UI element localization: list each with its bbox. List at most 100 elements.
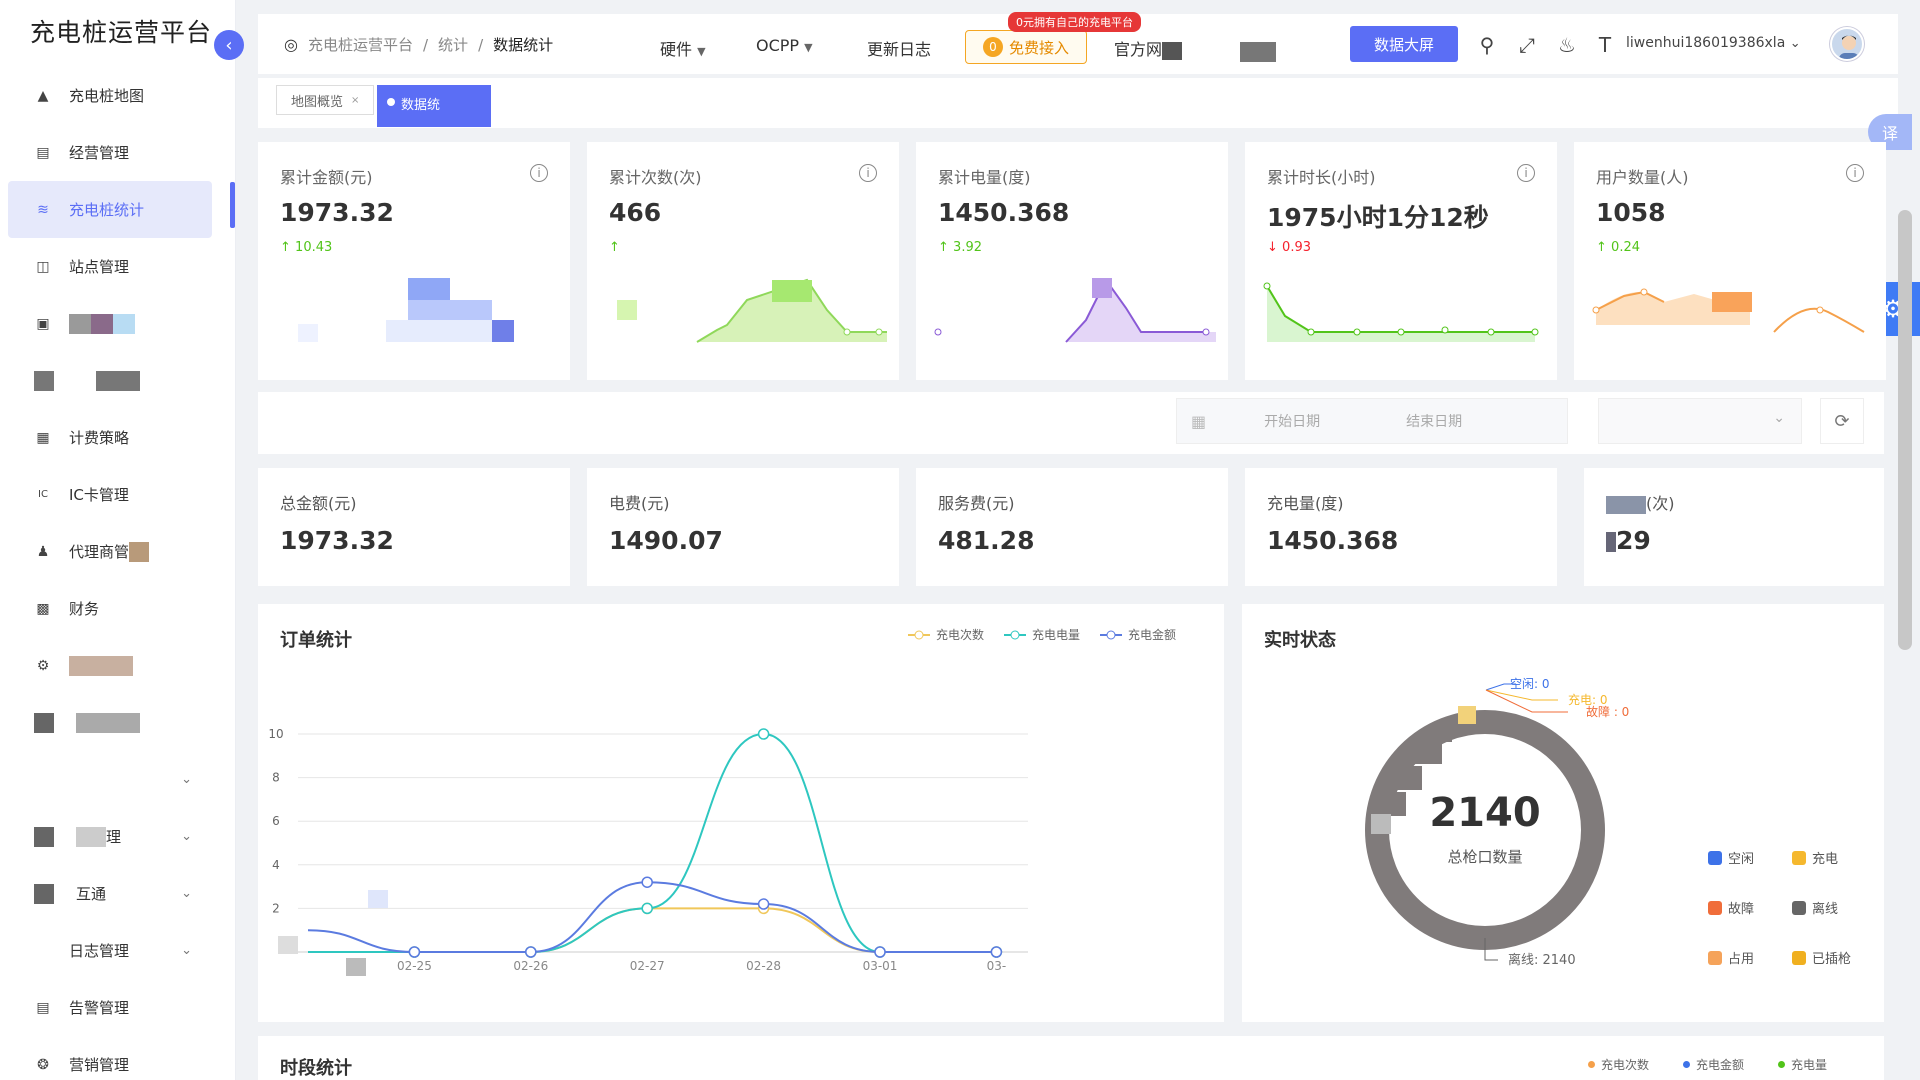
nav-changelog[interactable]: 更新日志 [867,36,931,60]
legend-item[interactable]: 充电量 [1778,1056,1827,1073]
lock-icon: ▣ [36,315,50,332]
sidebar-item-map[interactable]: ▲ 充电桩地图 [0,67,236,124]
sparkline-bar [386,320,492,342]
info-icon[interactable]: i [530,164,548,182]
building-icon: ◫ [36,258,50,275]
font-size-icon[interactable]: T [1598,33,1612,57]
obscured-block [76,826,106,847]
refresh-button[interactable]: ⟳ [1820,398,1864,444]
info-icon[interactable]: i [1517,164,1535,182]
nav-official[interactable]: 官方网 [1114,36,1183,60]
sidebar-item-logs[interactable]: 日志管理 ⌄ [0,922,236,979]
close-icon[interactable]: × [351,94,360,106]
legend-item[interactable]: 充电金额 [1100,626,1176,643]
sidebar-item-statistics[interactable]: ≋ 充电桩统计 [8,181,212,238]
tag-map-overview[interactable]: 地图概览 × [276,85,375,115]
series-line [307,881,997,953]
nav-ocpp[interactable]: OCPP ▼ [756,36,813,55]
filter-bar: ▦ 开始日期 结束日期 ⌄ ⟳ [258,392,1884,454]
legend-item-offline[interactable]: 离线 [1792,898,1838,917]
kpi-card-energy: 累计电量(度) 1450.368 ↑ 3.92 [916,142,1228,380]
station-select[interactable]: ⌄ [1598,398,1802,444]
realtime-panel: 实时状态 空闲: 0 充电: 0 故障 : 0 离线: 2140 2140 总枪… [1242,604,1884,1022]
legend-swatch [1708,950,1722,965]
line-chart-icon: ≋ [37,201,49,218]
coin-icon: 0 [982,37,1003,57]
breadcrumb-item[interactable]: 统计 [438,36,469,54]
sidebar-item-obscured-3[interactable]: ⚙ [0,637,236,694]
sidebar-item-agents[interactable]: ♟ 代理商管 [0,523,236,580]
summary-value-text: 29 [1616,526,1651,555]
summary-value: 1973.32 [280,526,394,555]
arrow-up-icon: ↑ [280,240,291,255]
user-menu[interactable]: liwenhui186019386xla ⌄ [1626,35,1801,51]
scrollbar[interactable] [1898,210,1912,650]
sparkline-point [1202,328,1210,336]
sidebar-item-label: 站点管理 [69,258,130,276]
nav-label: 官方网 [1114,40,1163,59]
obscured-block [1240,42,1276,62]
fullscreen-icon[interactable]: ⤢ [1519,33,1535,57]
sidebar-item-ic-card[interactable]: IC IC卡管理 [0,466,236,523]
kpi-delta: ↑ 0.24 [1596,240,1640,255]
summary-title: 总金额(元) [280,494,357,513]
caret-down-icon: ▼ [697,45,706,58]
sidebar-item-obscured-5[interactable]: ⌄ [0,751,236,808]
nav-hardware[interactable]: 硬件 ▼ [660,36,706,60]
legend-label: 充电次数 [1601,1058,1650,1072]
sidebar-item-billing[interactable]: ▦ 计费策略 [0,409,236,466]
legend-item[interactable]: 充电金额 [1683,1056,1744,1073]
total-guns-value: 2140 [1429,790,1540,836]
free-access-button[interactable]: 0 免费接入 [965,30,1087,64]
info-icon[interactable]: i [1846,164,1864,182]
chevron-down-icon: ⌄ [181,886,192,901]
legend-item[interactable]: 充电次数 [1588,1056,1649,1073]
sidebar-item-label: 互通 [76,885,107,903]
sidebar-item-stations[interactable]: ◫ 站点管理 [0,238,236,295]
sparkline-bar [298,324,318,342]
sparkline-line [1266,285,1535,333]
legend-label: 充电量 [1791,1058,1828,1072]
sidebar-item-business[interactable]: ▤ 经营管理 [0,124,236,181]
sidebar-item-alarms[interactable]: ▤ 告警管理 [0,979,236,1036]
info-icon[interactable]: i [859,164,877,182]
y-tick-label: 2 [272,901,280,915]
sparkline-block [1092,278,1112,298]
sidebar-item-finance[interactable]: ▩ 财务 [0,580,236,637]
legend-item-plugged[interactable]: 已插枪 [1792,948,1851,967]
search-icon[interactable]: ⚲ [1479,33,1495,57]
sidebar-item-obscured-4[interactable] [0,694,236,751]
summary-card-total: 总金额(元) 1973.32 [258,468,570,586]
kpi-delta: ↑ [609,240,620,255]
start-date-input[interactable]: 开始日期 [1264,414,1321,430]
legend-item-idle[interactable]: 空闲 [1708,848,1754,867]
legend-item-charging[interactable]: 充电 [1792,848,1838,867]
summary-value: 1450.368 [1267,526,1399,555]
sidebar-item-marketing[interactable]: ❂ 营销管理 [0,1036,236,1080]
nav-label: 更新日志 [867,40,932,59]
legend-item[interactable]: 充电电量 [1004,626,1080,643]
obscured-block [278,936,298,954]
sidebar-item-manage[interactable]: 理 ⌄ [0,808,236,865]
tag-data-statistics[interactable]: 数据统 [377,85,491,127]
avatar[interactable] [1830,27,1864,61]
breadcrumb-item[interactable]: 充电桩运营平台 [307,36,413,54]
legend-dot [1588,1061,1595,1068]
sidebar-item-interop[interactable]: 互通 ⌄ [0,865,236,922]
sparkline-point [875,328,883,336]
date-range-picker[interactable]: ▦ 开始日期 结束日期 [1176,398,1568,444]
data-screen-button[interactable]: 数据大屏 [1350,26,1458,62]
kpi-delta-value: 0.93 [1282,240,1311,255]
kpi-sparkline-count [617,278,887,343]
sidebar-item-obscured-2[interactable] [0,352,236,409]
sidebar-item-obscured-1[interactable]: ▣ [0,295,236,352]
legend-item-occupied[interactable]: 占用 [1708,948,1754,967]
bell-icon[interactable]: ♨ [1558,33,1576,57]
legend-item-fault[interactable]: 故障 [1708,898,1754,917]
total-guns-label: 总枪口数量 [1447,848,1522,866]
arrow-up-icon: ↑ [938,240,949,255]
kpi-card-users: 用户数量(人) i 1058 ↑ 0.24 [1574,142,1886,380]
collapse-sidebar-button[interactable]: ‹ [214,30,244,60]
legend-item[interactable]: 充电次数 [908,626,984,643]
end-date-input[interactable]: 结束日期 [1406,414,1463,430]
